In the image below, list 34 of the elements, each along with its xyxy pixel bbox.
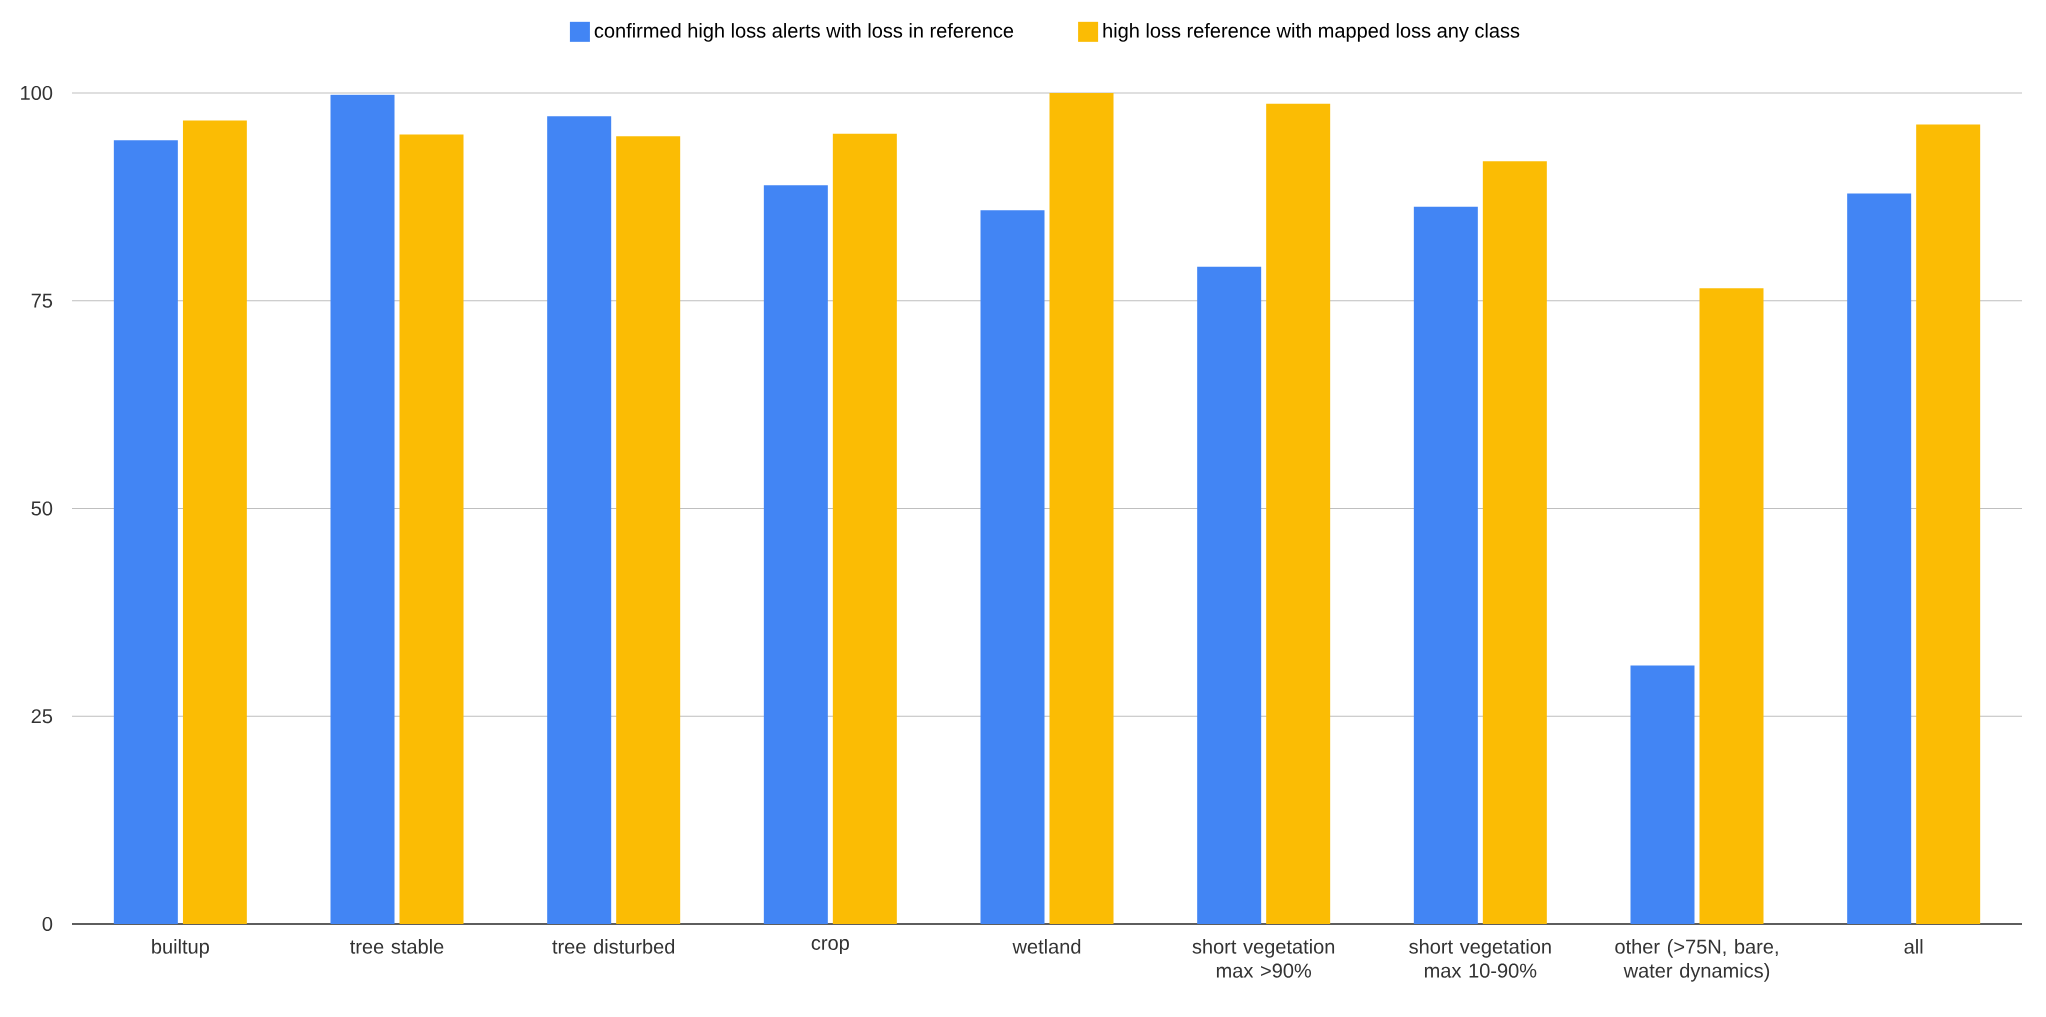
legend-label: high loss reference with mapped loss any class [1103, 23, 1520, 42]
bar [1049, 92, 1114, 924]
bar [1266, 103, 1331, 924]
x-tick-label: builtup [152, 939, 209, 958]
bar [1847, 193, 1912, 924]
legend-label: confirmed high loss alerts with loss in reference [594, 23, 1014, 42]
y-tick-label: 100 [21, 85, 53, 101]
y-tick-label: 50 [31, 501, 53, 516]
bar [1197, 266, 1262, 924]
bar [980, 210, 1045, 924]
bar [547, 116, 612, 924]
x-tick-label: other (>75N, bare, water dynamics) [1615, 939, 1778, 982]
bar [1482, 161, 1547, 924]
x-tick-label: crop [811, 939, 849, 954]
x-tick-label: tree disturbed [552, 939, 675, 954]
x-tick-label: short vegetation max 10-90% [1409, 939, 1551, 978]
bar [1699, 288, 1764, 924]
bar [330, 94, 395, 924]
y-tick-label: 75 [31, 293, 53, 308]
bar [763, 185, 828, 924]
x-tick-label: all [1904, 939, 1923, 954]
bar [832, 133, 897, 924]
bar [1413, 206, 1478, 924]
x-tick-label: tree stable [350, 939, 444, 954]
bar [1630, 665, 1695, 924]
y-tick-label: 0 [42, 916, 53, 932]
x-tick-label: wetland [1012, 939, 1081, 954]
x-tick-label: short vegetation max >90% [1192, 939, 1335, 978]
y-tick-label: 25 [31, 709, 53, 724]
bar [113, 140, 178, 924]
bar [616, 136, 681, 924]
bar [182, 120, 247, 924]
bar [1916, 124, 1981, 924]
bar [399, 134, 464, 924]
